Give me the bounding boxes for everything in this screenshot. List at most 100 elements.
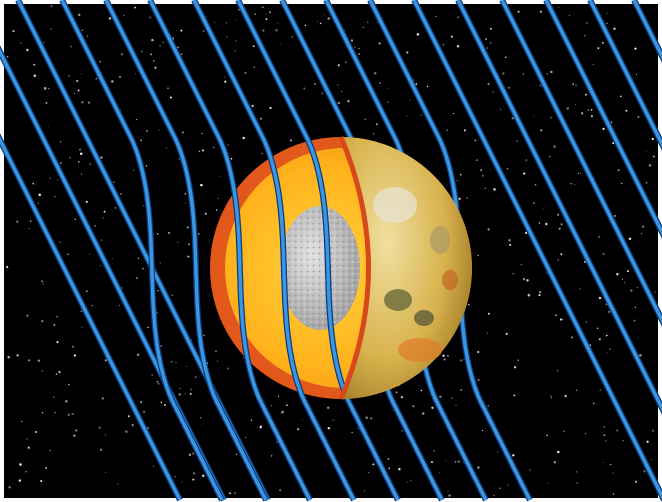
star: [177, 241, 179, 244]
star: [612, 493, 615, 495]
star: [406, 51, 409, 54]
star: [367, 21, 369, 23]
star: [463, 359, 465, 361]
star: [181, 131, 184, 134]
star: [85, 200, 88, 203]
star: [493, 188, 496, 191]
star: [220, 210, 221, 212]
star: [235, 19, 237, 21]
star: [512, 272, 514, 275]
star: [6, 55, 9, 58]
star: [354, 46, 356, 48]
field-line: [60, 0, 224, 501]
star: [435, 16, 437, 17]
star: [546, 434, 548, 437]
star: [171, 294, 174, 297]
star: [152, 59, 155, 62]
star: [32, 182, 35, 185]
star: [269, 106, 272, 110]
star: [350, 39, 354, 42]
star: [69, 45, 72, 48]
star: [557, 259, 560, 261]
io-surface: [338, 136, 472, 400]
star: [545, 222, 548, 226]
star: [167, 87, 169, 90]
star: [99, 60, 101, 63]
star: [648, 164, 652, 167]
star: [593, 402, 595, 405]
star: [634, 480, 638, 483]
star: [192, 452, 195, 455]
star: [224, 76, 226, 78]
star: [653, 155, 655, 158]
star: [477, 379, 480, 381]
star: [74, 218, 76, 221]
star: [180, 29, 183, 32]
star: [362, 26, 365, 29]
star: [587, 109, 590, 111]
star: [229, 492, 231, 495]
star: [379, 82, 381, 84]
star: [217, 197, 219, 199]
star: [557, 450, 560, 454]
star: [163, 404, 166, 406]
star: [507, 86, 510, 89]
star: [178, 158, 180, 160]
star: [612, 472, 614, 474]
star: [125, 430, 128, 433]
star: [67, 253, 69, 255]
star: [81, 173, 82, 175]
star: [447, 491, 449, 493]
star: [560, 253, 563, 256]
star: [579, 288, 581, 290]
star: [596, 327, 599, 330]
star: [34, 183, 36, 186]
star: [577, 172, 579, 174]
star: [28, 359, 31, 362]
star: [539, 10, 543, 13]
star: [77, 89, 80, 92]
star: [242, 356, 244, 358]
star: [7, 356, 10, 359]
star: [598, 235, 600, 238]
star: [277, 395, 280, 398]
star: [325, 465, 326, 466]
star: [261, 152, 264, 155]
star: [119, 192, 123, 196]
star: [481, 174, 484, 177]
star: [67, 413, 71, 416]
star: [321, 92, 323, 95]
star: [625, 109, 628, 112]
star: [505, 332, 508, 335]
star: [78, 160, 80, 163]
star: [105, 472, 107, 473]
star: [135, 118, 138, 121]
star: [550, 70, 553, 74]
star: [529, 469, 531, 471]
star: [457, 460, 460, 463]
field-line: [0, 136, 182, 501]
star: [415, 83, 418, 85]
star: [525, 159, 528, 162]
star: [453, 113, 455, 115]
star: [45, 101, 48, 104]
star: [410, 480, 412, 482]
star: [537, 137, 539, 139]
star: [639, 354, 642, 357]
star: [81, 29, 84, 31]
star: [140, 50, 143, 53]
star: [442, 354, 445, 357]
star: [113, 181, 115, 183]
star: [181, 481, 183, 483]
star: [540, 129, 543, 132]
star: [59, 141, 62, 143]
star: [167, 231, 171, 234]
star: [33, 74, 37, 78]
star: [180, 53, 183, 55]
star: [564, 394, 567, 397]
star: [654, 291, 656, 293]
star: [442, 43, 445, 46]
star: [215, 350, 217, 352]
star: [606, 22, 608, 25]
